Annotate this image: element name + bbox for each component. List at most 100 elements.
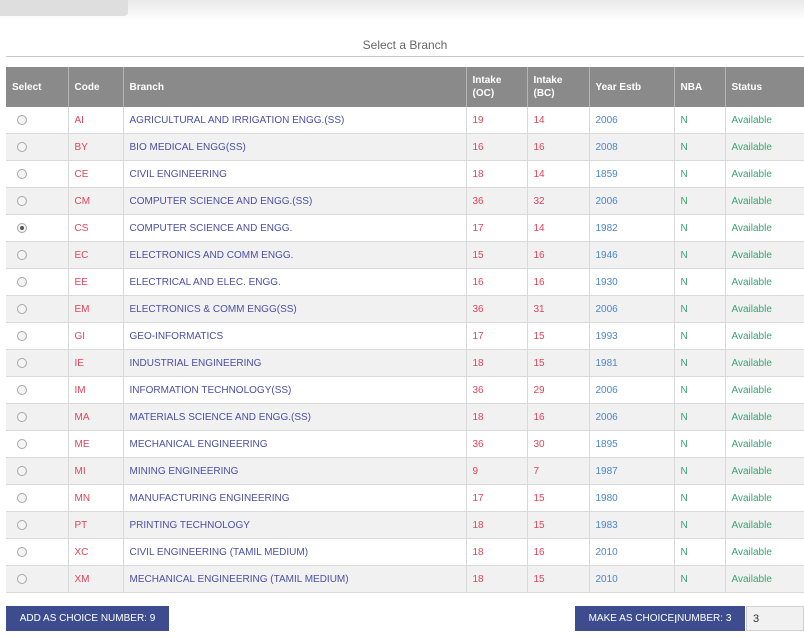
radio-unselected-icon[interactable] xyxy=(17,195,27,206)
year-cell: 1946 xyxy=(589,241,675,269)
radio-unselected-icon[interactable] xyxy=(17,573,27,584)
year-cell: 1981 xyxy=(589,349,675,377)
year-cell: 2008 xyxy=(589,133,675,161)
radio-unselected-icon[interactable] xyxy=(17,357,27,368)
header-status: Status xyxy=(725,67,804,107)
table-row[interactable]: MN MANUFACTURING ENGINEERING 17 15 1980 N Avai… xyxy=(6,484,804,512)
select-cell xyxy=(6,538,69,566)
choice-number-input[interactable] xyxy=(746,606,804,631)
status-cell: Available xyxy=(725,484,804,512)
branch-cell: ELECTRONICS AND COMM ENGG. xyxy=(123,241,467,269)
table-row[interactable]: AI AGRICULTURAL AND IRRIGATION ENGG.(SS) 1… xyxy=(6,107,804,134)
table-row[interactable]: CE CIVIL ENGINEERING 18 14 1859 N Available xyxy=(6,160,804,188)
select-cell xyxy=(6,107,69,134)
select-cell xyxy=(6,295,69,323)
table-row[interactable]: GI GEO-INFORMATICS 17 15 1993 N Available xyxy=(6,322,804,350)
code-cell: IE xyxy=(68,349,124,377)
intake-bc-cell: 14 xyxy=(527,107,590,134)
radio-unselected-icon[interactable] xyxy=(17,249,27,260)
table-row[interactable]: CS COMPUTER SCIENCE AND ENGG. 17 14 1982 N Ava… xyxy=(6,214,804,242)
code-cell: EC xyxy=(68,241,124,269)
nba-cell: N xyxy=(674,430,726,458)
radio-unselected-icon[interactable] xyxy=(17,438,27,449)
table-row[interactable]: IE INDUSTRIAL ENGINEERING 18 15 1981 N Availab… xyxy=(6,349,804,377)
radio-unselected-icon[interactable] xyxy=(17,411,27,422)
make-choice-button[interactable]: MAKE AS CHOICE NUMBER: 3 xyxy=(575,606,745,631)
table-row[interactable]: IM INFORMATION TECHNOLOGY(SS) 36 29 2006 N Ava… xyxy=(6,376,804,404)
table-row[interactable]: EM ELECTRONICS & COMM ENGG(SS) 36 31 2006 N Av… xyxy=(6,295,804,323)
intake-bc-cell: 15 xyxy=(527,511,590,539)
year-cell: 1983 xyxy=(589,511,675,539)
nba-cell: N xyxy=(674,107,726,134)
table-header-row: Select Code Branch Intake (OC) Intake (B… xyxy=(6,67,804,107)
table-row[interactable]: MA MATERIALS SCIENCE AND ENGG.(SS) 18 16 200… xyxy=(6,403,804,431)
branch-cell: PRINTING TECHNOLOGY xyxy=(123,511,467,539)
code-cell: CE xyxy=(68,160,124,188)
radio-unselected-icon[interactable] xyxy=(17,546,27,557)
code-cell: GI xyxy=(68,322,124,350)
select-cell xyxy=(6,133,69,161)
table-row[interactable]: PT PRINTING TECHNOLOGY 18 15 1983 N Available xyxy=(6,511,804,539)
intake-oc-cell: 16 xyxy=(466,133,528,161)
year-cell: 1987 xyxy=(589,457,675,485)
table-row[interactable]: ME MECHANICAL ENGINEERING 36 30 1895 N Availab… xyxy=(6,430,804,458)
radio-unselected-icon[interactable] xyxy=(17,492,27,503)
radio-unselected-icon[interactable] xyxy=(17,141,27,152)
intake-oc-cell: 18 xyxy=(466,538,528,566)
intake-bc-cell: 15 xyxy=(527,349,590,377)
intake-oc-cell: 18 xyxy=(466,565,528,593)
code-cell: BY xyxy=(68,133,124,161)
intake-bc-cell: 31 xyxy=(527,295,590,323)
table-row[interactable]: EE ELECTRICAL AND ELEC. ENGG. 16 16 1930 N Ava… xyxy=(6,268,804,296)
nba-cell: N xyxy=(674,484,726,512)
radio-selected-icon[interactable] xyxy=(17,222,27,233)
year-cell: 1993 xyxy=(589,322,675,350)
year-cell: 2006 xyxy=(589,107,675,134)
table-row[interactable]: MI MINING ENGINEERING 9 7 1987 N Available xyxy=(6,457,804,485)
nba-cell: N xyxy=(674,268,726,296)
radio-unselected-icon[interactable] xyxy=(17,384,27,395)
radio-unselected-icon[interactable] xyxy=(17,303,27,314)
intake-bc-cell: 32 xyxy=(527,187,590,215)
radio-unselected-icon[interactable] xyxy=(17,276,27,287)
year-cell: 2010 xyxy=(589,538,675,566)
nba-cell: N xyxy=(674,565,726,593)
intake-oc-cell: 18 xyxy=(466,511,528,539)
table-row[interactable]: BY BIO MEDICAL ENGG(SS) 16 16 2008 N Available xyxy=(6,133,804,161)
intake-oc-cell: 17 xyxy=(466,322,528,350)
nba-cell: N xyxy=(674,214,726,242)
year-cell: 1859 xyxy=(589,160,675,188)
radio-unselected-icon[interactable] xyxy=(17,519,27,530)
branch-cell: AGRICULTURAL AND IRRIGATION ENGG.(SS) xyxy=(123,107,467,134)
branch-cell: ELECTRICAL AND ELEC. ENGG. xyxy=(123,268,467,296)
intake-bc-cell: 7 xyxy=(527,457,590,485)
table-row[interactable]: CM COMPUTER SCIENCE AND ENGG.(SS) 36 32 2006… xyxy=(6,187,804,215)
header-year: Year Estb xyxy=(589,67,675,107)
table-row[interactable]: EC ELECTRONICS AND COMM ENGG. 15 16 1946 N Ava… xyxy=(6,241,804,269)
table-row[interactable]: XM MECHANICAL ENGINEERING (TAMIL MEDIUM) 1… xyxy=(6,565,804,593)
radio-unselected-icon[interactable] xyxy=(17,168,27,179)
branch-cell: MECHANICAL ENGINEERING xyxy=(123,430,467,458)
status-cell: Available xyxy=(725,349,804,377)
header-intake-oc: Intake (OC) xyxy=(466,67,528,107)
intake-oc-cell: 16 xyxy=(466,268,528,296)
select-cell xyxy=(6,214,69,242)
year-cell: 1980 xyxy=(589,484,675,512)
radio-unselected-icon[interactable] xyxy=(17,465,27,476)
radio-unselected-icon[interactable] xyxy=(17,114,27,125)
intake-bc-cell: 14 xyxy=(527,214,590,242)
add-choice-button[interactable]: ADD AS CHOICE NUMBER: 9 xyxy=(6,606,169,631)
intake-oc-cell: 17 xyxy=(466,484,528,512)
intake-bc-cell: 16 xyxy=(527,268,590,296)
radio-unselected-icon[interactable] xyxy=(17,330,27,341)
table-row[interactable]: XC CIVIL ENGINEERING (TAMIL MEDIUM) 18 16 20… xyxy=(6,538,804,566)
branch-cell: INFORMATION TECHNOLOGY(SS) xyxy=(123,376,467,404)
intake-oc-cell: 36 xyxy=(466,295,528,323)
branch-cell: ELECTRONICS & COMM ENGG(SS) xyxy=(123,295,467,323)
status-cell: Available xyxy=(725,133,804,161)
nba-cell: N xyxy=(674,295,726,323)
branch-cell: MECHANICAL ENGINEERING (TAMIL MEDIUM) xyxy=(123,565,467,593)
year-cell: 2006 xyxy=(589,295,675,323)
code-cell: XM xyxy=(68,565,124,593)
status-cell: Available xyxy=(725,241,804,269)
